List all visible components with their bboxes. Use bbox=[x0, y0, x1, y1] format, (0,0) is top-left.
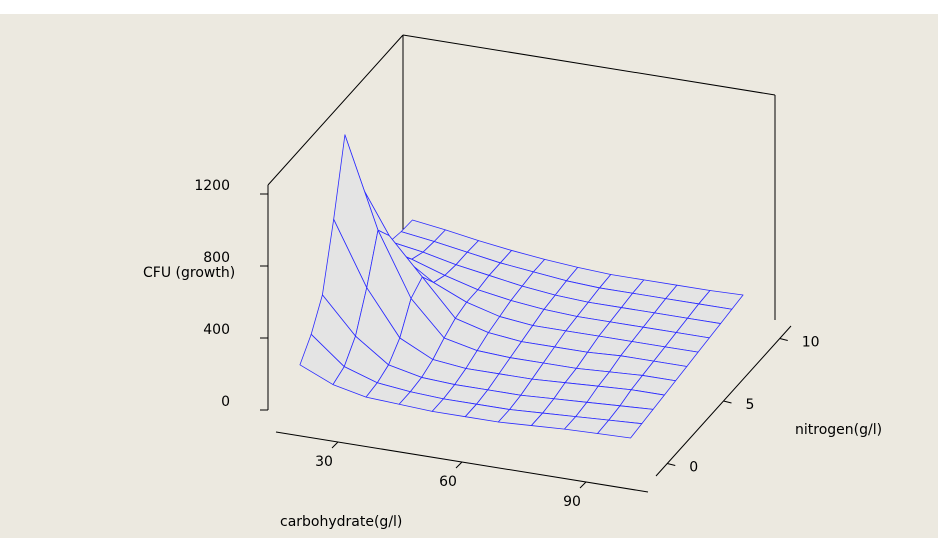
y-tick-label: 0 bbox=[689, 460, 698, 476]
box-frame bbox=[267, 34, 776, 410]
y-tick bbox=[667, 463, 676, 466]
x-tick-label: 60 bbox=[439, 474, 457, 490]
box-edge bbox=[402, 34, 776, 96]
z-tick-label: 800 bbox=[203, 250, 230, 266]
x-tick-label: 30 bbox=[315, 454, 333, 470]
y-tick bbox=[779, 338, 788, 341]
axes: 0 400 800 1200 30 60 90 0 5 10 bbox=[194, 178, 819, 510]
x-tick bbox=[455, 461, 463, 469]
x-tick-label: 90 bbox=[563, 494, 581, 510]
z-tick-label: 0 bbox=[221, 394, 230, 410]
y-tick-label: 5 bbox=[746, 397, 755, 413]
z-tick-label: 1200 bbox=[194, 178, 230, 194]
y-axis-label: nitrogen(g/l) bbox=[795, 422, 882, 438]
y-tick bbox=[723, 400, 732, 404]
x-tick bbox=[331, 441, 339, 449]
x-tick bbox=[579, 481, 587, 489]
surface bbox=[299, 134, 744, 439]
z-axis-label: CFU (growth) bbox=[143, 265, 235, 281]
x-axis-label: carbohydrate(g/l) bbox=[280, 514, 402, 530]
z-tick-label: 400 bbox=[203, 322, 230, 338]
box-edge bbox=[267, 34, 404, 186]
surface-cell bbox=[597, 419, 643, 439]
y-tick-label: 10 bbox=[802, 335, 820, 351]
